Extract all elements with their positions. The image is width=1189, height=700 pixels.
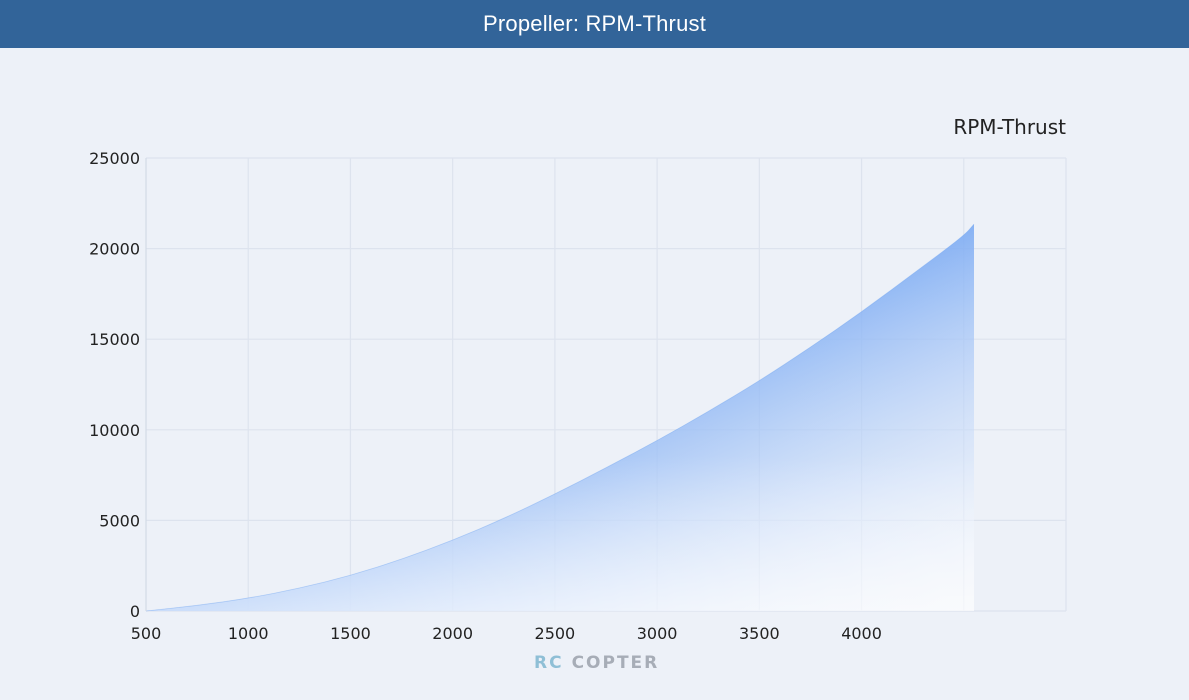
x-tick-label: 2000 (432, 624, 473, 643)
rpm-thrust-chart: 500 1000 1500 2000 2500 3000 3500 4000 0 5000 1000… (89, 115, 1067, 643)
area-layer (145, 223, 975, 612)
y-tick-label: 10000 (89, 421, 140, 440)
rc-copter-logo: RC COPTER (534, 652, 659, 674)
x-tick-label: 1500 (330, 624, 371, 643)
y-tick-label: 5000 (99, 511, 140, 530)
thrust-line (145, 223, 975, 612)
y-tick-label: 15000 (89, 330, 140, 349)
logo-copter-text: COPTER (571, 653, 660, 673)
y-tick-label: 20000 (89, 240, 140, 259)
x-tick-label: 500 (131, 624, 162, 643)
y-tick-label: 0 (130, 602, 140, 621)
chart-container: 500 1000 1500 2000 2500 3000 3500 4000 0 5000 1000… (0, 48, 1189, 695)
x-tick-label: 4000 (841, 624, 882, 643)
x-tick-label: 3000 (637, 624, 678, 643)
x-tick-label: 1000 (228, 624, 269, 643)
logo-rc-text: RC (534, 653, 564, 673)
x-tick-label: 2500 (535, 624, 576, 643)
y-tick-label: 25000 (89, 149, 140, 168)
x-tick-label: 3500 (739, 624, 780, 643)
thrust-area-fade (146, 224, 974, 611)
chart-title: RPM-Thrust (953, 115, 1066, 139)
page-title: Propeller: RPM-Thrust (0, 0, 1189, 48)
axis-layer: 500 1000 1500 2000 2500 3000 3500 4000 0 5000 1000… (89, 149, 882, 643)
